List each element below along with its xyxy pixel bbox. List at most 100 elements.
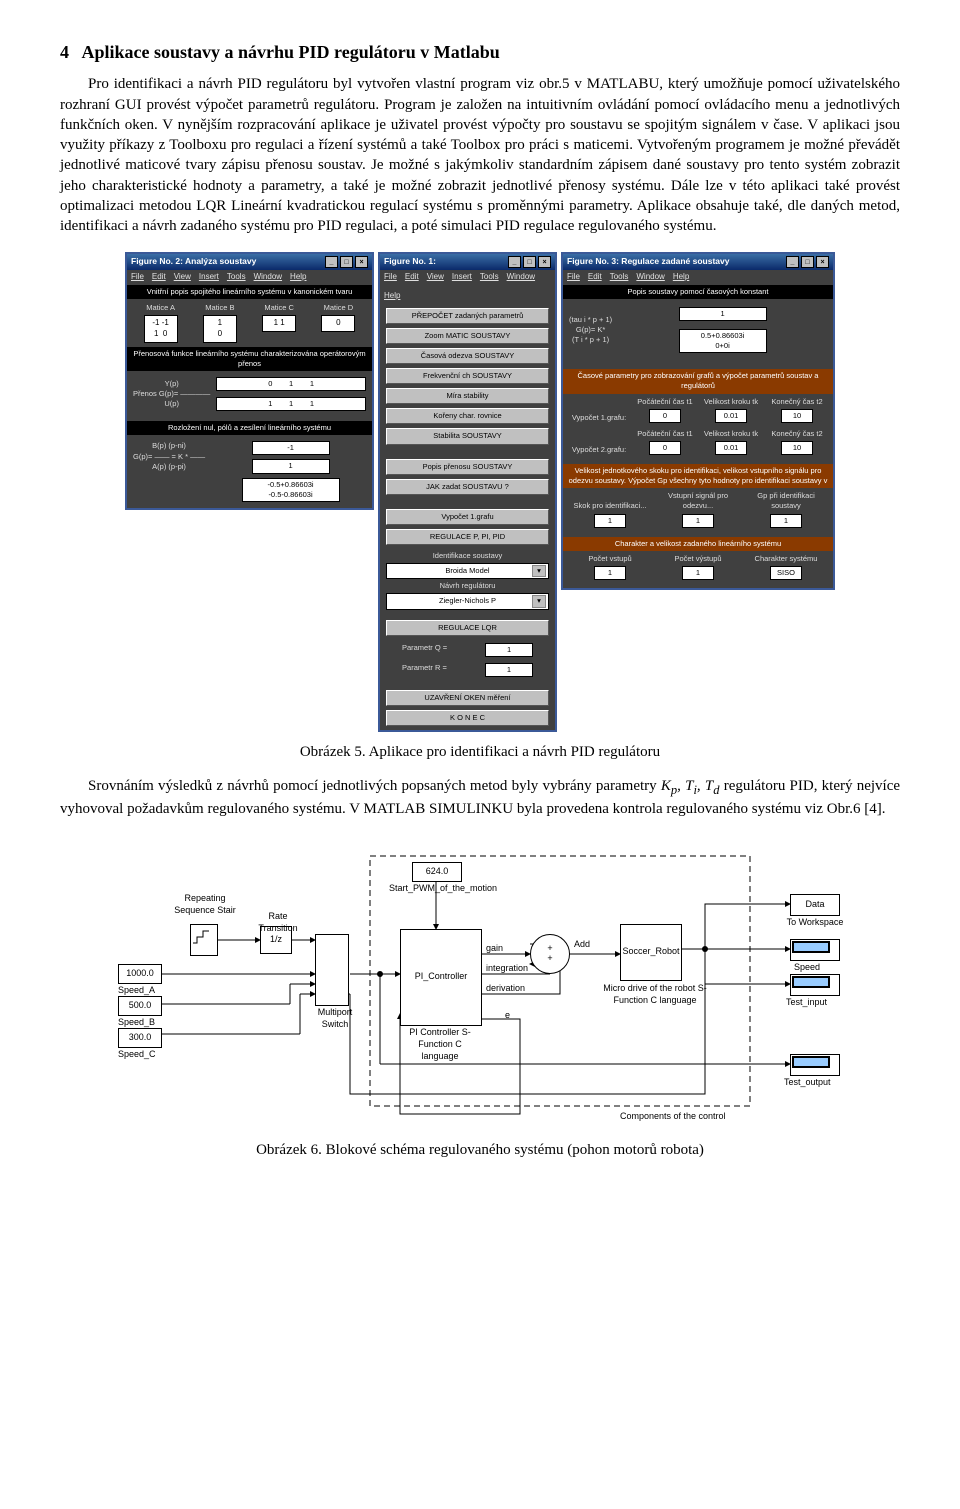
val-matA[interactable]: -1 -1 1 0 (144, 315, 178, 343)
btn-lqr[interactable]: REGULACE LQR (386, 620, 549, 636)
btn-stabilita[interactable]: Stabilita SOUSTAVY (386, 428, 549, 444)
menubar[interactable]: File Edit View Insert Tools Window Help (127, 270, 372, 285)
ch3v[interactable]: SISO (770, 566, 802, 580)
val-matC[interactable]: 1 1 (262, 315, 296, 332)
skok2v[interactable]: 1 (682, 514, 714, 528)
titlebar: Figure No. 3: Regulace zadané soustavy _… (563, 254, 833, 270)
menu-window[interactable]: Window (636, 272, 664, 283)
btn-popis[interactable]: Popis přenosu SOUSTAVY (386, 459, 549, 475)
btn-jak[interactable]: JAK zadat SOUSTAVU ? (386, 479, 549, 495)
menu-view[interactable]: View (174, 272, 191, 283)
menu-view[interactable]: View (427, 272, 444, 283)
menu-edit[interactable]: Edit (405, 272, 419, 283)
btn-koreny[interactable]: Kořeny char. rovnice (386, 408, 549, 424)
speedA-label: Speed_A (118, 984, 155, 996)
menu-file[interactable]: File (567, 272, 580, 283)
figure-6: Repeating Sequence Stair 1/z Rate Transi… (60, 834, 900, 1130)
q-val[interactable]: 1 (485, 643, 533, 657)
speedB-label: Speed_B (118, 1016, 155, 1028)
gp2-frac: B(p) (p-ni) G(p)= —— = K * —— A(p) (p-pi… (133, 441, 205, 502)
menu-insert[interactable]: Insert (452, 272, 472, 283)
g1-t2v[interactable]: 10 (781, 409, 813, 423)
paragraph-1: Pro identifikaci a návrh PID regulátoru … (60, 74, 900, 236)
menu-tools[interactable]: Tools (480, 272, 499, 283)
max-icon[interactable]: □ (801, 256, 814, 268)
close-icon[interactable]: × (816, 256, 829, 268)
g1-label: Vypočet 1.grafu: (572, 413, 626, 423)
panel-head-orange3: Charakter a velikost zadaného lineárního… (563, 537, 833, 551)
max-icon[interactable]: □ (340, 256, 353, 268)
figure-6-caption: Obrázek 6. Blokové schéma regulovaného s… (60, 1140, 900, 1160)
panel-head-2: Přenosová funkce lineárního systému char… (127, 347, 372, 371)
btn-frekv[interactable]: Frekvenční ch SOUSTAVY (386, 368, 549, 384)
min-icon[interactable]: _ (508, 256, 521, 268)
menu-insert[interactable]: Insert (199, 272, 219, 283)
label-ident: Identifikace soustavy (386, 551, 549, 561)
btn-uzavreni[interactable]: UZAVŘENÍ OKEN měření (386, 690, 549, 706)
menubar[interactable]: File Edit Tools Window Help (563, 270, 833, 285)
scope1 (790, 939, 840, 961)
close-icon[interactable]: × (538, 256, 551, 268)
menu-file[interactable]: File (131, 272, 144, 283)
t-val[interactable]: 0.5+0.86603i 0+0i (679, 329, 767, 353)
val-matB[interactable]: 1 0 (203, 315, 237, 343)
btn-regulace-pid[interactable]: REGULACE P, PI, PID (386, 529, 549, 545)
g1-t1: Počáteční čas t1 (637, 397, 692, 407)
menu-tools[interactable]: Tools (610, 272, 629, 283)
menubar[interactable]: File Edit View Insert Tools Window Help (380, 270, 555, 304)
val-matD[interactable]: 0 (321, 315, 355, 332)
ws-label: To Workspace (780, 916, 850, 928)
menu-edit[interactable]: Edit (588, 272, 602, 283)
g2-t2v[interactable]: 10 (781, 441, 813, 455)
g2-t1v[interactable]: 0 (649, 441, 681, 455)
dd-ident[interactable]: Broida Model (386, 563, 549, 579)
r-val[interactable]: 1 (485, 663, 533, 677)
k-val[interactable]: 1 (252, 459, 330, 473)
gp2-label: G(p)= —— = K * —— (133, 452, 205, 463)
menu-edit[interactable]: Edit (152, 272, 166, 283)
g2-tkv[interactable]: 0.01 (715, 441, 747, 455)
g1-t1v[interactable]: 0 (649, 409, 681, 423)
gp-num[interactable]: 0 1 1 (216, 377, 366, 391)
g1-tkv[interactable]: 0.01 (715, 409, 747, 423)
skok3v[interactable]: 1 (770, 514, 802, 528)
matlab-window-analyza: Figure No. 2: Analýza soustavy _ □ × Fil… (125, 252, 374, 510)
close-icon[interactable]: × (355, 256, 368, 268)
zeros-val[interactable]: -1 (252, 441, 330, 455)
paragraph-2: Srovnáním výsledků z návrhů pomocí jedno… (60, 776, 900, 819)
min-icon[interactable]: _ (786, 256, 799, 268)
menu-window[interactable]: Window (254, 272, 282, 283)
btn-zoom[interactable]: Zoom MATIC SOUSTAVY (386, 328, 549, 344)
figure-5-caption: Obrázek 5. Aplikace pro identifikaci a n… (60, 742, 900, 762)
btn-prepocet[interactable]: PŘEPOČET zadaných parametrů (386, 308, 549, 324)
skok1v[interactable]: 1 (594, 514, 626, 528)
stair-label: Repeating Sequence Stair (170, 892, 240, 916)
menu-window[interactable]: Window (507, 272, 535, 283)
ch2v[interactable]: 1 (682, 566, 714, 580)
menu-help[interactable]: Help (673, 272, 689, 283)
switch-label: Multiport Switch (305, 1006, 365, 1030)
max-icon[interactable]: □ (523, 256, 536, 268)
btn-mira[interactable]: Míra stability (386, 388, 549, 404)
btn-konec[interactable]: K O N E C (386, 710, 549, 726)
dd-navrh[interactable]: Ziegler-Nichols P (386, 593, 549, 609)
menu-help[interactable]: Help (384, 291, 400, 302)
min-icon[interactable]: _ (325, 256, 338, 268)
menu-tools[interactable]: Tools (227, 272, 246, 283)
menu-help[interactable]: Help (290, 272, 306, 283)
gp-den[interactable]: 1 1 1 (216, 397, 366, 411)
gp3-frac: (tau i * p + 1) G(p)= K* (T i * p + 1) (569, 315, 612, 345)
panel-head-orange: Časové parametry pro zobrazování grafů a… (563, 369, 833, 393)
speedC-box: 300.0 (118, 1028, 162, 1048)
g1-tk: Velikost kroku tk (704, 397, 758, 407)
scope2 (790, 974, 840, 996)
poles-val[interactable]: -0.5+0.86603i -0.5-0.86603i (242, 478, 340, 502)
figure-5: Figure No. 2: Analýza soustavy _ □ × Fil… (60, 250, 900, 732)
menu-file[interactable]: File (384, 272, 397, 283)
panel-head: Popis soustavy pomocí časových konstant (563, 285, 833, 299)
btn-vypocet1[interactable]: Vypočet 1.grafu (386, 509, 549, 525)
pi-box: PI_Controller (400, 929, 482, 1026)
ch1v[interactable]: 1 (594, 566, 626, 580)
k2-val[interactable]: 1 (679, 307, 767, 321)
btn-casova[interactable]: Časová odezva SOUSTAVY (386, 348, 549, 364)
